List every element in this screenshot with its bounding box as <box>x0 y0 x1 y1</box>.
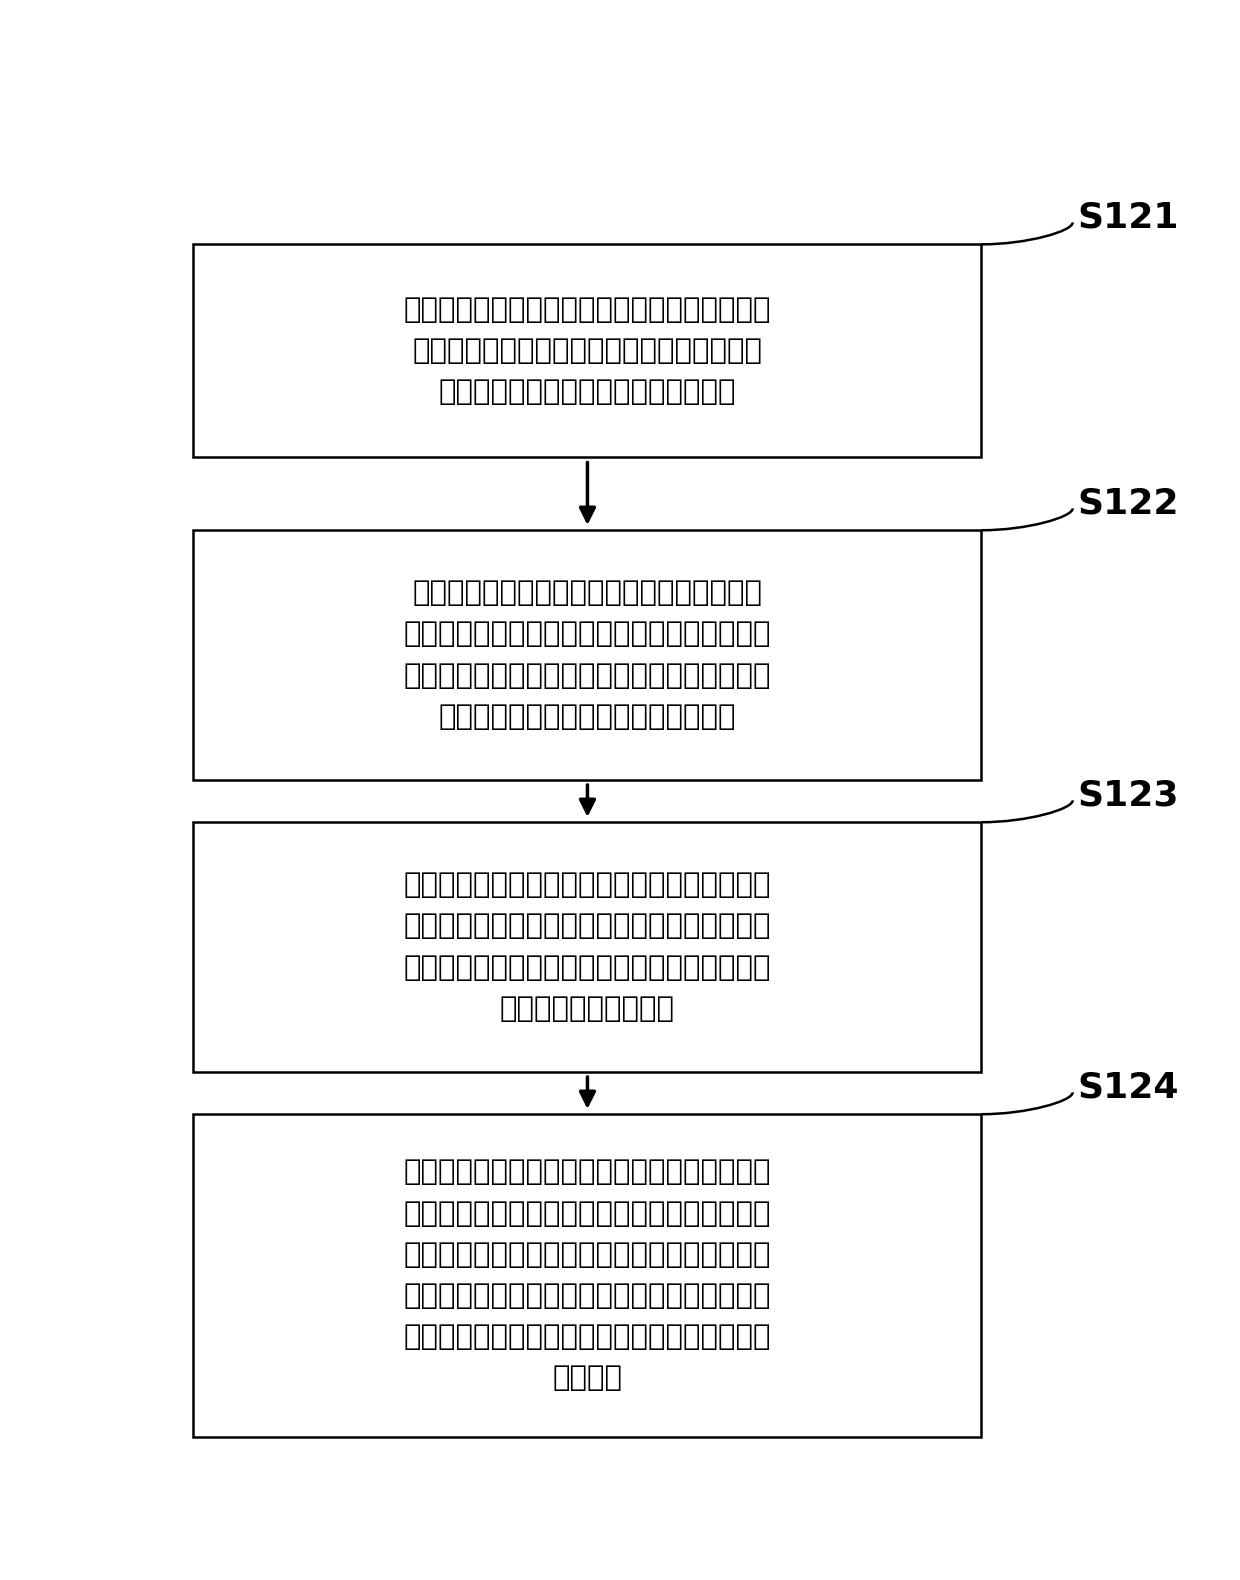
Text: 根据所述井轨迹和所述离散介质的实际空间分布
规律数据，将所述离散介质划分为多个第一网
格，并获取所述第一网格的几何参数；: 根据所述井轨迹和所述离散介质的实际空间分布 规律数据，将所述离散介质划分为多个第… <box>404 295 771 406</box>
Text: 根据所述第一网格中介质的重数将所述第一网格
划分为至少一个第三网格，以使每个所述第三网
格只模拟单一尺度的所述离散介质，并获取所述
第三网格的几何参数；: 根据所述第一网格中介质的重数将所述第一网格 划分为至少一个第三网格，以使每个所述… <box>404 871 771 1022</box>
Text: S121: S121 <box>1078 201 1179 234</box>
Text: 根据所述等效连续介质的实际空间分布规律数
据，将所述等效连续介质划分为多个第二网格，
并获取所述第二网格的几何参数；其中，所述第
一网格及第二网格构成所述一级网: 根据所述等效连续介质的实际空间分布规律数 据，将所述等效连续介质划分为多个第二网… <box>404 580 771 730</box>
Text: S123: S123 <box>1078 779 1179 812</box>
Text: S124: S124 <box>1078 1071 1179 1104</box>
Text: S122: S122 <box>1078 487 1179 520</box>
Bar <box>193 822 982 1071</box>
Bar <box>193 1114 982 1436</box>
Bar <box>193 245 982 457</box>
Bar <box>193 531 982 779</box>
Text: 根据所述第二网格中介质的重数和所述孔隙体积
百分比，将所述第二网格划分为至少一个第四网
格，以使每个所述第四网格只模拟单一尺度的所
述等效连续介质，并获取所述第: 根据所述第二网格中介质的重数和所述孔隙体积 百分比，将所述第二网格划分为至少一个… <box>404 1158 771 1392</box>
